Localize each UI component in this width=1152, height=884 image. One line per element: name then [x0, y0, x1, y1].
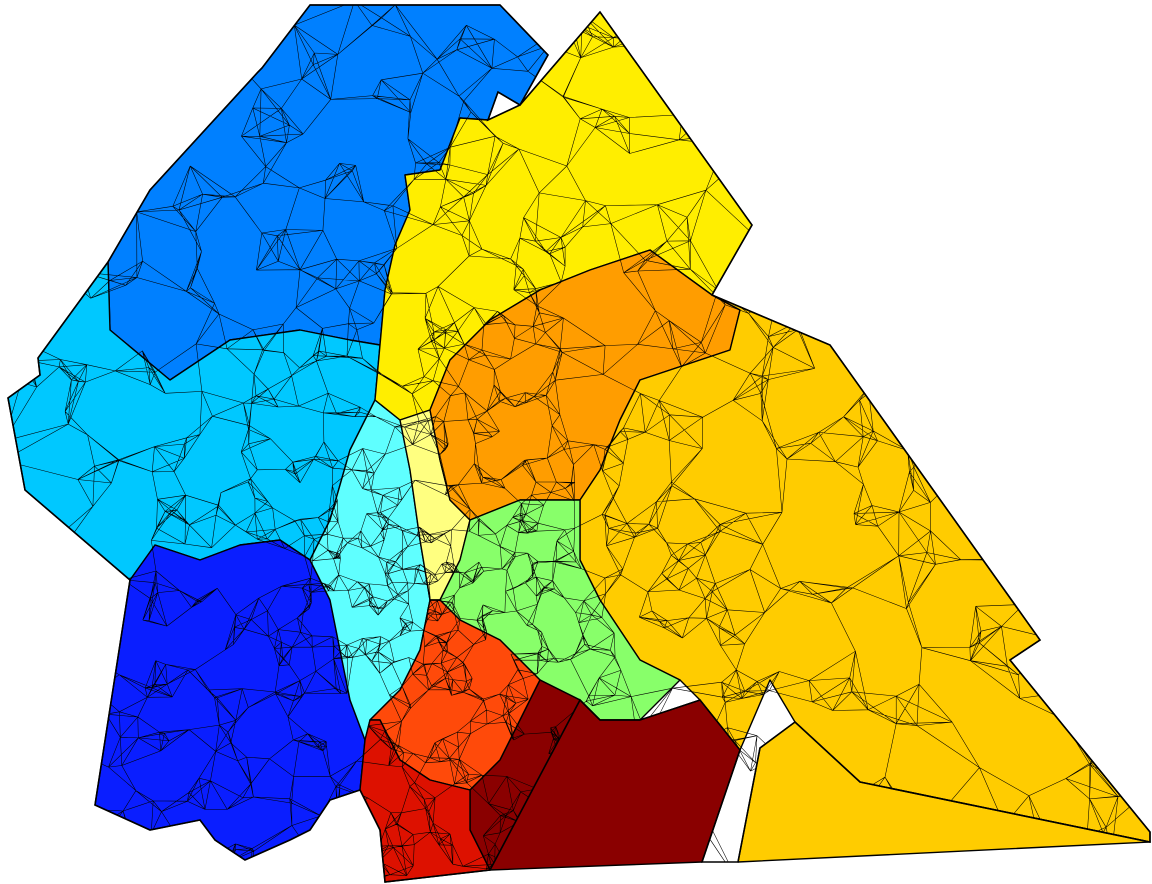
partition-regions [7, 4, 1151, 883]
domain-boundary [7, 4, 1151, 883]
